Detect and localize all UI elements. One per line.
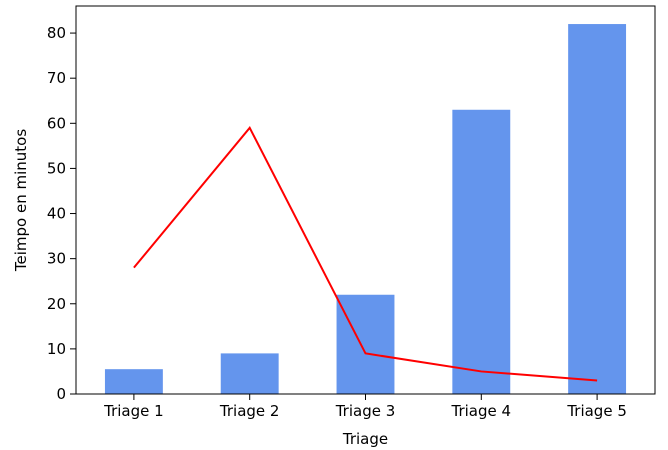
y-tick-label: 40	[47, 205, 66, 223]
y-axis: 0 10 20 30 40 50 60 70 80	[47, 24, 76, 403]
y-tick-label: 20	[47, 295, 66, 313]
bars-layer	[104, 24, 627, 395]
y-tick-label: 0	[56, 385, 66, 403]
bar-4	[452, 109, 511, 394]
x-tick-label: Triage 1	[103, 402, 164, 420]
bar-5	[568, 24, 627, 395]
y-tick-label: 60	[47, 114, 66, 132]
x-tick-label: Triage 5	[566, 402, 627, 420]
y-axis-title: Teimpo en minutos	[12, 129, 30, 272]
y-tick-label: 10	[47, 340, 66, 358]
y-tick-label: 30	[47, 250, 66, 268]
y-tick-label: 50	[47, 159, 66, 177]
y-tick-label: 70	[47, 69, 66, 87]
x-axis-title: Triage	[342, 430, 388, 448]
bar-3	[336, 294, 395, 394]
y-tick-label: 80	[47, 24, 66, 42]
x-tick-label: Triage 3	[335, 402, 396, 420]
x-tick-label: Triage 2	[219, 402, 280, 420]
x-tick-label: Triage 4	[451, 402, 512, 420]
x-axis: Triage 1 Triage 2 Triage 3 Triage 4 Triage 5	[103, 394, 627, 420]
line-layer	[133, 126, 598, 382]
bar-2	[220, 353, 279, 394]
line-series	[133, 126, 598, 382]
bar-1	[104, 369, 163, 394]
